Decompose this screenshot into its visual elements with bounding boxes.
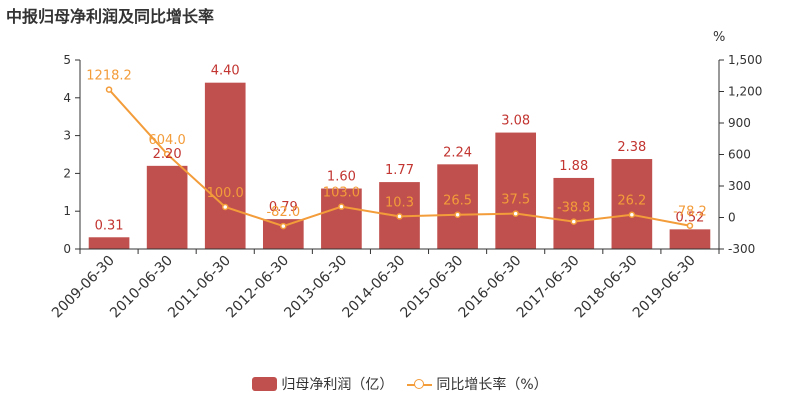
right-y-tick-label: 1,200 xyxy=(728,85,762,99)
bar-value-label: 2.24 xyxy=(443,145,472,160)
left-y-tick-label: 5 xyxy=(63,53,71,67)
growth-rate-value-label: 1218.2 xyxy=(86,69,132,84)
bar[interactable] xyxy=(611,159,653,249)
left-y-tick-label: 1 xyxy=(63,204,71,218)
legend-label-growth-rate: 同比增长率（%） xyxy=(436,377,548,393)
legend-item-net-profit[interactable]: 归母净利润（亿） xyxy=(252,374,393,394)
growth-rate-value-label: 10.3 xyxy=(385,195,414,210)
chart-title: 中报归母净利润及同比增长率 xyxy=(6,7,215,26)
growth-rate-point[interactable] xyxy=(570,218,578,225)
bar-value-label: 1.88 xyxy=(559,159,588,174)
growth-rate-point[interactable] xyxy=(163,150,171,158)
right-y-tick-label: 600 xyxy=(728,148,751,162)
left-y-tick-label: 4 xyxy=(63,91,71,105)
growth-rate-value-label: 26.2 xyxy=(617,194,646,209)
bar[interactable] xyxy=(321,188,362,249)
bar-value-label: 2.38 xyxy=(617,140,646,155)
left-y-tick-label: 3 xyxy=(63,129,71,143)
bar[interactable] xyxy=(204,82,246,250)
growth-rate-value-label: 37.5 xyxy=(501,193,530,208)
bar-value-label: 4.40 xyxy=(211,64,240,79)
growth-rate-value-label: -82.0 xyxy=(266,205,300,220)
left-y-tick-label: 2 xyxy=(63,166,71,180)
growth-rate-point[interactable] xyxy=(396,213,403,220)
growth-rate-value-label: 100.0 xyxy=(207,186,244,201)
growth-rate-value-label: 103.0 xyxy=(323,186,360,201)
bar-value-label: 1.60 xyxy=(327,170,356,185)
growth-rate-value-label: 26.5 xyxy=(443,194,472,209)
bar[interactable] xyxy=(88,237,130,249)
bar[interactable] xyxy=(146,165,188,249)
growth-rate-point[interactable] xyxy=(105,86,113,93)
bar[interactable] xyxy=(495,132,537,249)
growth-rate-point[interactable] xyxy=(454,211,461,218)
growth-rate-point[interactable] xyxy=(221,203,229,211)
growth-rate-point[interactable] xyxy=(628,211,636,218)
left-y-tick-label: 0 xyxy=(63,242,71,256)
bar-value-label: 0.31 xyxy=(95,218,124,233)
bar[interactable] xyxy=(553,177,595,249)
legend: 归母净利润（亿） 同比增长率（%） xyxy=(0,374,800,394)
legend-line-swatch xyxy=(407,377,433,391)
growth-rate-point[interactable] xyxy=(280,222,287,230)
right-y-tick-label: 1,500 xyxy=(728,53,762,67)
growth-rate-value-label: 604.0 xyxy=(149,133,186,148)
right-y-tick-label: 300 xyxy=(728,179,751,193)
bar[interactable] xyxy=(669,229,711,249)
legend-label-net-profit: 归母净利润（亿） xyxy=(281,377,394,393)
bar-value-label: 1.77 xyxy=(385,163,414,178)
right-axis-unit: % xyxy=(713,30,726,45)
growth-rate-value-label: -78.2 xyxy=(673,205,707,220)
bar[interactable] xyxy=(437,164,478,249)
growth-rate-point[interactable] xyxy=(512,210,519,217)
x-tick-label: 2019-06-30 xyxy=(630,253,699,322)
growth-rate-point[interactable] xyxy=(686,222,694,229)
right-y-tick-label: -300 xyxy=(728,242,755,256)
legend-item-growth-rate[interactable]: 同比增长率（%） xyxy=(407,374,548,394)
bar-value-label: 0.52 xyxy=(675,210,704,225)
right-y-tick-label: 900 xyxy=(728,116,751,130)
bar-value-label: 2.20 xyxy=(153,147,182,162)
legend-bar-swatch xyxy=(252,377,278,391)
growth-rate-point[interactable] xyxy=(338,203,345,210)
growth-rate-value-label: -38.8 xyxy=(557,201,591,216)
bar-value-label: 0.79 xyxy=(269,200,298,215)
right-y-tick-label: 0 xyxy=(728,211,736,225)
bar-value-label: 3.08 xyxy=(501,114,530,129)
